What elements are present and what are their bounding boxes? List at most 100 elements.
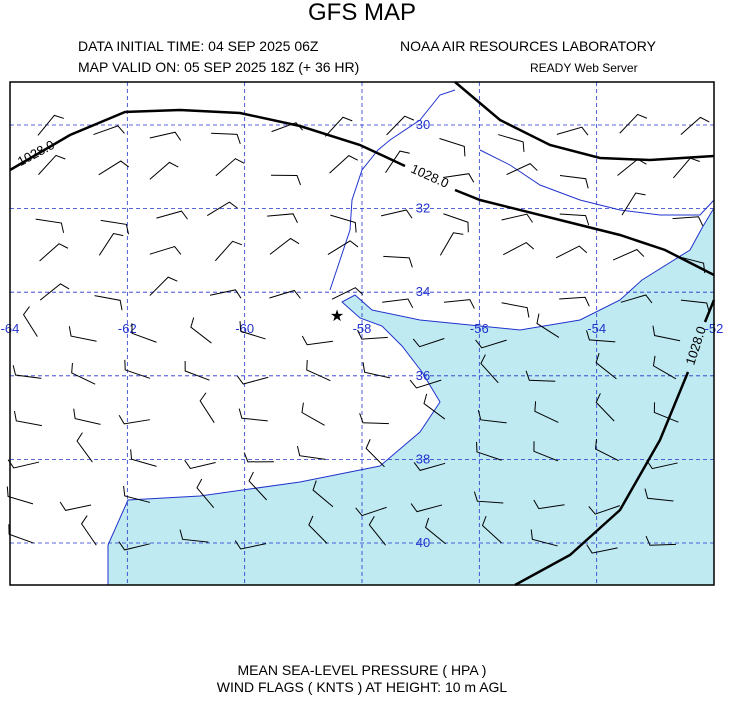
wind-barb (536, 313, 560, 338)
lab-name: NOAA AIR RESOURCES LABORATORY (400, 38, 657, 54)
wind-barb (39, 243, 69, 262)
lon-label: -60 (235, 321, 254, 336)
wind-barb (506, 163, 538, 176)
wind-barb (211, 132, 241, 145)
wind-barb (124, 359, 151, 379)
ocean (107, 206, 715, 586)
station-star: ★ (330, 308, 344, 325)
wind-barb (6, 486, 34, 505)
wind-barb (324, 116, 353, 137)
wind-barb (330, 214, 357, 233)
wind-barb (271, 174, 302, 186)
wind-barb (439, 232, 464, 256)
lon-label: -54 (587, 321, 606, 336)
wind-barb (559, 213, 590, 226)
wind-barb (476, 441, 502, 461)
wind-barb (118, 541, 151, 551)
wind-barb (559, 175, 589, 189)
wind-barb (362, 362, 391, 379)
footer-line: MEAN SEA-LEVEL PRESSURE ( HPA ) (238, 662, 487, 678)
wind-barb (586, 330, 616, 343)
wind-barb (680, 299, 710, 313)
wind-barb (619, 113, 648, 134)
wind-barbs (6, 113, 710, 554)
wind-barb (35, 218, 65, 233)
wind-barb (423, 393, 446, 420)
wind-barb (238, 408, 268, 422)
isobar (514, 299, 716, 587)
title: GFS MAP (308, 0, 416, 26)
wind-barb (236, 375, 269, 385)
wind-barb (59, 501, 92, 511)
wind-barb (501, 213, 533, 223)
wind-barb (331, 287, 364, 300)
wind-barb (443, 213, 469, 233)
wind-barb (179, 529, 209, 543)
wind-barb (38, 154, 66, 175)
wind-barb (94, 295, 123, 311)
wind-barb (234, 540, 267, 550)
wind-barb (329, 155, 358, 174)
wind-barb (621, 192, 646, 216)
wind-barb (424, 517, 447, 545)
wind-barb (653, 402, 679, 423)
wind-barb (680, 116, 710, 135)
wind-barb (190, 317, 212, 344)
wind-barb (652, 355, 677, 380)
lon-label: -58 (353, 321, 372, 336)
wind-barb (312, 480, 334, 508)
map-frame (9, 81, 715, 586)
wind-barb (586, 544, 618, 554)
wind-barb (71, 362, 96, 385)
wind-barb (123, 485, 151, 503)
wind-barb (206, 201, 238, 217)
wind-barb (149, 276, 178, 296)
wind-barb (645, 535, 676, 546)
wind-barb (503, 241, 535, 256)
wind-barb (13, 410, 42, 427)
wind-barb (209, 289, 242, 299)
wind-barb (525, 370, 556, 382)
wind-barb (530, 529, 558, 547)
wind-barb (595, 393, 615, 422)
wind-barb (184, 360, 210, 381)
wind-barb (409, 379, 442, 389)
isobar (454, 81, 715, 162)
server: READY Web Server (530, 61, 638, 75)
wind-barb (559, 296, 590, 307)
wind-barb (327, 240, 359, 255)
wind-barb (355, 506, 387, 517)
wind-barb (271, 122, 303, 133)
wind-barb (385, 150, 410, 173)
wind-barb (149, 131, 182, 141)
lat-label: 34 (416, 284, 430, 299)
lon-label: -56 (470, 321, 489, 336)
valid-time: MAP VALID ON: 05 SEP 2025 18Z (+ 36 HR) (78, 59, 359, 75)
wind-barb (214, 240, 243, 262)
wind-barb (595, 352, 617, 380)
wind-barb (481, 515, 502, 544)
wind-barb (382, 298, 414, 309)
wind-barb (443, 173, 475, 183)
wind-barb (646, 459, 678, 470)
wind-barb (118, 415, 150, 425)
wind-barb (644, 488, 674, 502)
wind-barb (199, 392, 215, 423)
lat-label: 30 (416, 117, 430, 132)
wind-barb (556, 126, 589, 136)
wind-barb (8, 524, 34, 544)
wind-barb (383, 255, 413, 268)
wind-barb (368, 515, 386, 546)
lat-label: 38 (416, 451, 430, 466)
wind-barb (131, 323, 157, 343)
wind-barb (555, 245, 588, 259)
wind-barb (156, 210, 188, 220)
wind-barb (301, 335, 333, 346)
wind-barb (269, 237, 300, 255)
wind-barb (149, 161, 179, 180)
wind-barb (386, 115, 415, 136)
wind-barb (306, 359, 331, 382)
wind-barb (267, 213, 298, 224)
wind-barb (533, 441, 559, 462)
